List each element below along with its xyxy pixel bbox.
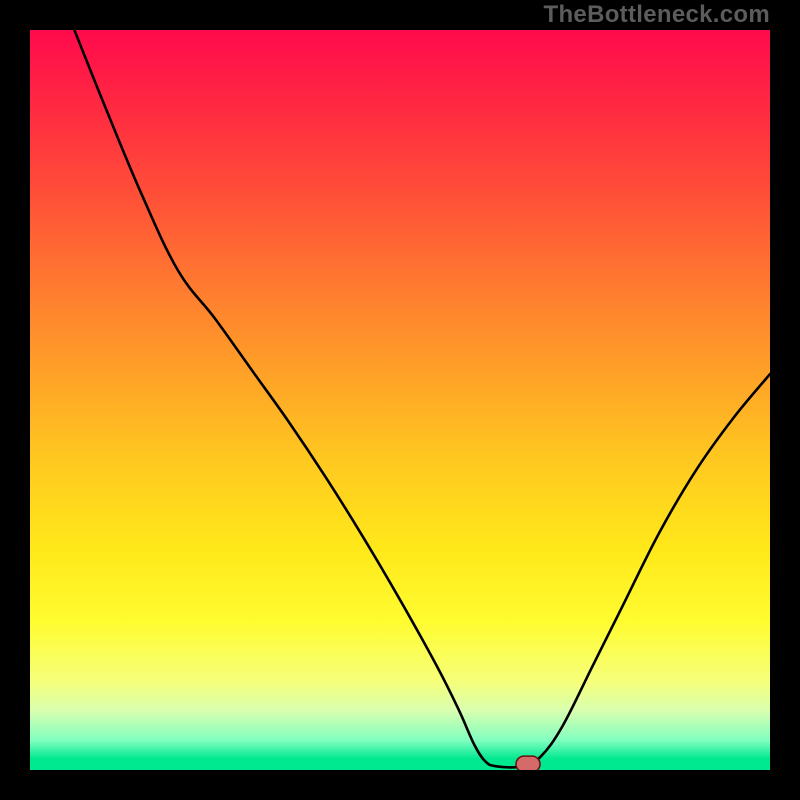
gradient-background <box>30 30 770 770</box>
optimum-marker <box>516 756 540 770</box>
plot-svg <box>30 30 770 770</box>
watermark-label: TheBottleneck.com <box>544 0 770 30</box>
chart-frame: TheBottleneck.com <box>0 0 800 800</box>
plot-area <box>30 30 770 770</box>
